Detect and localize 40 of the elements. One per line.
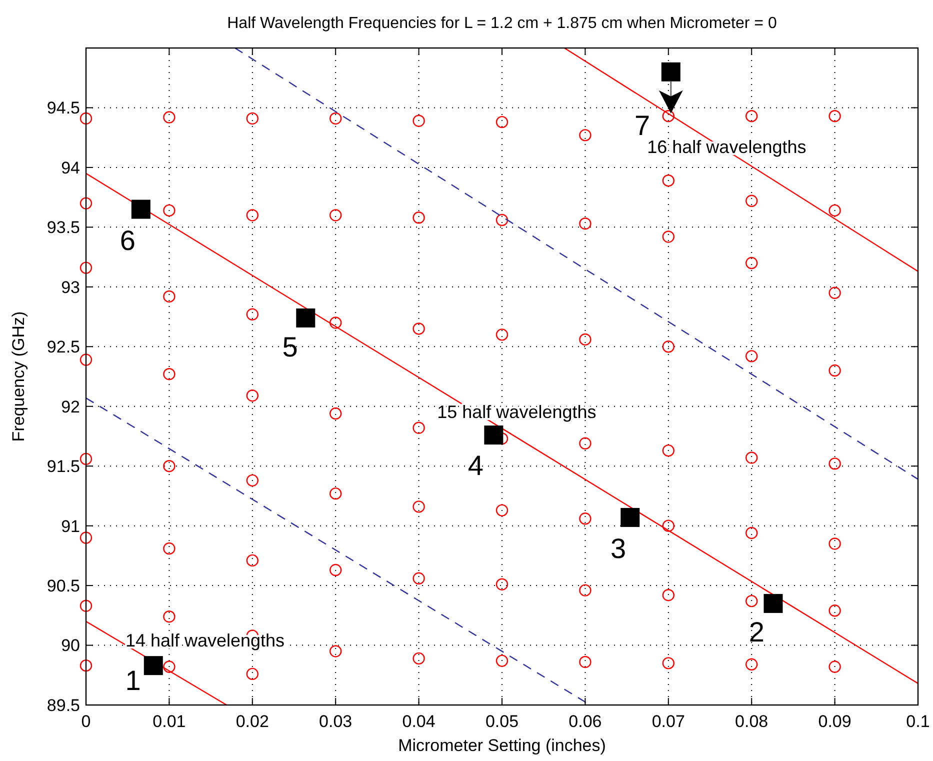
y-tick-label: 92.5 xyxy=(46,338,80,357)
x-tick-label: 0.06 xyxy=(568,712,602,731)
x-tick-label: 0.04 xyxy=(402,712,436,731)
annotation: 5 xyxy=(282,332,298,362)
point xyxy=(661,62,680,82)
chart-title: Half Wavelength Frequencies for L = 1.2 cm + 1.875 cm when Micrometer = 0 xyxy=(227,15,777,32)
x-tick-label: 0.02 xyxy=(236,712,269,731)
y-tick-label: 92 xyxy=(61,397,80,416)
annotation: 4 xyxy=(468,450,484,481)
x-tick-label: 0.09 xyxy=(818,712,852,731)
y-axis-title: Frequency (GHz) xyxy=(9,311,28,442)
annotation: 7 xyxy=(634,110,650,141)
point xyxy=(296,308,316,328)
point xyxy=(764,594,783,613)
annotation: 2 xyxy=(748,616,764,648)
x-tick-label: 0.03 xyxy=(319,712,352,731)
x-tick-label: 0.1 xyxy=(906,712,930,731)
x-tick-label: 0.05 xyxy=(485,712,519,731)
y-tick-label: 94.5 xyxy=(46,98,80,118)
annotation: 1 xyxy=(125,664,141,696)
point xyxy=(144,656,163,676)
x-tick-label: 0 xyxy=(81,712,91,731)
y-tick-label: 91.5 xyxy=(46,457,80,476)
annotation: 6 xyxy=(120,224,136,256)
x-tick-label: 0.01 xyxy=(152,712,186,731)
y-tick-label: 94 xyxy=(61,158,80,178)
annotation: 14 half wavelengths xyxy=(125,630,285,650)
x-tick-label: 0.07 xyxy=(652,712,685,731)
annotation: 3 xyxy=(610,533,626,564)
x-tick-label: 0.08 xyxy=(735,712,768,731)
y-tick-label: 90.5 xyxy=(46,576,80,596)
y-tick-label: 93 xyxy=(61,278,80,297)
point xyxy=(131,200,150,219)
point xyxy=(484,426,504,445)
point xyxy=(620,508,640,527)
y-tick-label: 93.5 xyxy=(46,218,80,238)
x-axis-title: Micrometer Setting (inches) xyxy=(398,736,606,755)
y-tick-label: 89.5 xyxy=(46,696,80,715)
y-tick-label: 91 xyxy=(61,516,80,536)
y-tick-label: 90 xyxy=(61,636,80,656)
